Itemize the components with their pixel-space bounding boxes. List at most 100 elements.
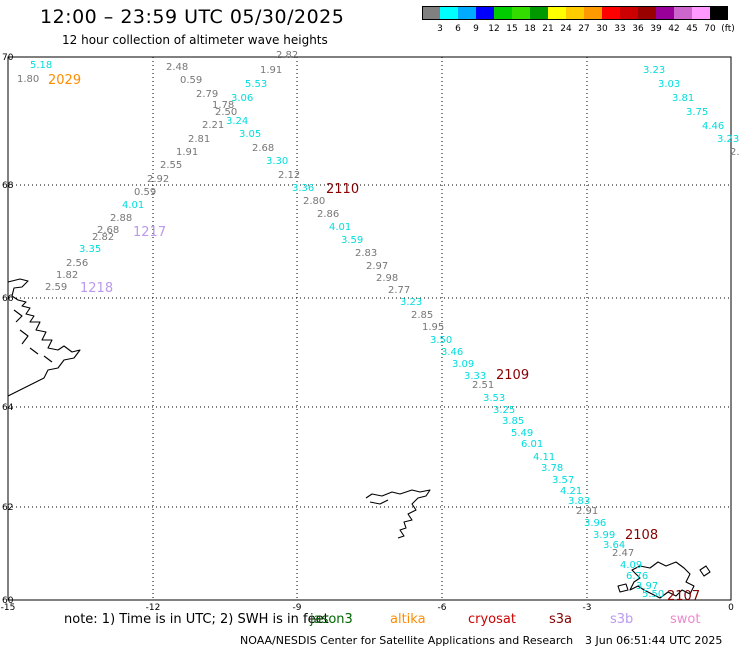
- swh-value-label: 1.91: [176, 147, 198, 158]
- shetland-islands: [629, 561, 695, 599]
- swh-value-label: 3.36: [292, 183, 314, 194]
- swh-value-label: 2.: [730, 147, 740, 158]
- colorbar-swatch: [674, 6, 692, 20]
- swh-value-label: 2.81: [188, 134, 210, 145]
- map-frame: [7, 56, 732, 601]
- swh-value-label: 3.81: [672, 93, 694, 104]
- swh-value-label: 2.86: [317, 209, 339, 220]
- observation-labels: 5.18 1.80 2.82 2.48 1.91 0.59 5.53 2.79 3.061.78…: [17, 50, 740, 600]
- swh-value-label: 2.55: [160, 160, 182, 171]
- swh-value-label: 1.80: [17, 74, 39, 85]
- swh-value-label: 2.82: [276, 50, 298, 61]
- colorbar-tick-label: 24: [560, 24, 572, 34]
- colorbar-tick-label: 36: [632, 24, 644, 34]
- swh-value-label: 3.78: [541, 463, 563, 474]
- pass-time-labels: 2029 2110 1217 1218 2109 2108 2107: [48, 73, 700, 604]
- colorbar-swatch: [638, 6, 656, 20]
- iceland-fjords: [13, 309, 53, 363]
- page-subtitle: 12 hour collection of altimeter wave hei…: [62, 33, 328, 47]
- swh-value-label: 3.85: [502, 416, 524, 427]
- lon-tick-label: -3: [583, 603, 592, 613]
- swh-value-label: 5.18: [30, 60, 52, 71]
- swh-value-label: 4.21: [560, 486, 582, 497]
- iceland-coast: [7, 278, 81, 397]
- swh-value-label: 3.06: [231, 93, 253, 104]
- lon-tick-label: -9: [293, 603, 302, 613]
- pass-time-label: 2107: [667, 589, 700, 604]
- swh-value-label: 2.68: [252, 143, 274, 154]
- swh-value-label: 4.09: [620, 560, 642, 571]
- colorbar-tick-label: 21: [542, 24, 554, 34]
- colorbar-swatch: [530, 6, 548, 20]
- swh-value-label: 3.23: [717, 134, 739, 145]
- pass-time-label: 1217: [133, 225, 166, 240]
- swh-value-label: 2.83: [355, 248, 377, 259]
- lon-tick-label: -15: [1, 603, 16, 613]
- lat-tick-label: 62: [2, 503, 13, 513]
- colorbar-swatch: [566, 6, 584, 20]
- colorbar-tick-label: 30: [596, 24, 608, 34]
- pass-time-label: 2108: [625, 528, 658, 543]
- swh-value-label: 1.91: [260, 65, 282, 76]
- colorbar-swatch: [512, 6, 530, 20]
- swh-value-label: 3.96: [584, 518, 606, 529]
- lat-tick-label: 70: [2, 53, 14, 63]
- colorbar-swatch: [476, 6, 494, 20]
- swh-value-label: 3.97: [636, 581, 658, 592]
- lon-tick-label: 0: [728, 603, 734, 613]
- swh-value-label: 2.59: [45, 282, 67, 293]
- swh-value-label: 2.88: [110, 213, 132, 224]
- swh-value-label: 1.78: [212, 100, 234, 111]
- swh-value-label: 5.49: [511, 428, 533, 439]
- swh-value-label: 3.46: [441, 347, 463, 358]
- sat-legend-swot: swot: [670, 612, 701, 627]
- colorbar-tick-label: 9: [473, 24, 479, 34]
- swh-value-label: 3.57: [552, 475, 574, 486]
- lat-lon-grid: [8, 57, 731, 600]
- lon-tick-label: -12: [146, 603, 161, 613]
- swh-value-label: 2.79: [196, 89, 218, 100]
- colorbar-tick-label: 27: [578, 24, 590, 34]
- swh-value-label: 2.47: [612, 548, 634, 559]
- swh-value-label: 1.95: [422, 322, 444, 333]
- pass-time-label: 2110: [326, 182, 359, 197]
- swh-value-label: 2.97: [366, 261, 388, 272]
- colorbar-tick-label: 6: [455, 24, 461, 34]
- swh-value-label: 2.98: [376, 273, 398, 284]
- swh-value-label: 3.35: [79, 244, 101, 255]
- colorbar-tick-label: 39: [650, 24, 662, 34]
- swh-value-label: 3.23: [643, 65, 665, 76]
- lat-tick-label: 64: [2, 403, 14, 413]
- colorbar-swatch: [602, 6, 620, 20]
- swh-value-label: 3.64: [603, 540, 625, 551]
- map-border: [7, 56, 732, 601]
- swh-value-label: 4.46: [702, 121, 724, 132]
- swh-value-label: 2.12: [278, 170, 300, 181]
- sat-legend-altika: altika: [390, 612, 426, 627]
- swh-value-label: 2.50: [215, 107, 237, 118]
- sat-legend-s3b: s3b: [610, 612, 634, 627]
- colorbar-swatch: [458, 6, 476, 20]
- swh-value-label: 3.75: [686, 107, 708, 118]
- axis-ticks: 70 68 66 64 62 60-15 -12 -9 -6 -3 0: [1, 53, 734, 613]
- colorbar-swatch: [620, 6, 638, 20]
- colorbar-tick-label: (ft): [721, 24, 735, 34]
- swh-value-label: 3.24: [226, 116, 248, 127]
- swh-value-label: 4.11: [533, 452, 555, 463]
- swh-value-label: 3.05: [239, 129, 261, 140]
- swh-value-label: 6.76: [626, 571, 648, 582]
- sat-legend-cryosat: cryosat: [468, 612, 516, 627]
- lat-tick-label: 68: [2, 181, 14, 191]
- colorbar-border: [422, 6, 728, 20]
- footer-credit: NOAA/NESDIS Center for Satellite Applica…: [240, 634, 574, 647]
- pass-time-label: 1218: [80, 281, 113, 296]
- colorbar-swatch: [584, 6, 602, 20]
- colorbar-tick-label: 33: [614, 24, 626, 34]
- colorbar-tick-label: 18: [524, 24, 536, 34]
- page-title: 12:00 – 23:59 UTC 05/30/2025: [40, 6, 345, 28]
- swh-value-label: 5.50: [642, 589, 664, 600]
- pass-time-label: 2029: [48, 73, 81, 88]
- swh-value-label: 4.01: [329, 222, 351, 233]
- swh-value-label: 2.85: [411, 310, 433, 321]
- faroe-islands: [365, 489, 431, 539]
